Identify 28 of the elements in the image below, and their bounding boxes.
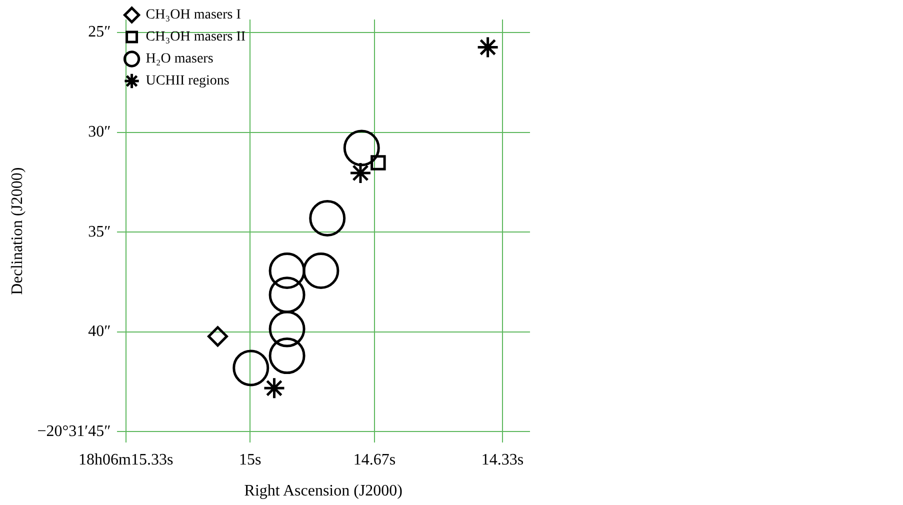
y-tick-label: 30″ (88, 123, 111, 140)
point (302, 252, 340, 290)
legend-label: CH₃OH masers I (146, 8, 242, 23)
point (476, 36, 500, 58)
y-axis-title: Declination (J2000) (8, 167, 26, 295)
point (232, 350, 270, 386)
point (262, 376, 286, 400)
x-tick-label: 18h06m15.33s (78, 451, 174, 468)
point (343, 130, 380, 166)
point (268, 252, 306, 290)
y-tick-label: 40″ (88, 323, 111, 340)
point (207, 326, 228, 347)
point (268, 338, 306, 374)
y-tick-label: 25″ (88, 24, 111, 41)
legend-label: H₂O masers (146, 52, 214, 67)
point (268, 276, 306, 314)
legend-label: UCHII regions (146, 74, 230, 89)
point (268, 310, 306, 348)
x-axis-title: Right Ascension (J2000) (244, 482, 402, 500)
x-tick-label: 14.67s (353, 451, 396, 468)
x-tick-label: 15s (239, 451, 262, 468)
y-tick-label: 35″ (88, 223, 111, 240)
point (349, 162, 372, 184)
x-tick-label: 14.33s (481, 451, 524, 468)
y-tick-label: −20°31′45″ (37, 422, 111, 440)
point (309, 200, 346, 237)
legend-label: CH₃OH masers II (146, 30, 246, 45)
point (370, 155, 386, 170)
